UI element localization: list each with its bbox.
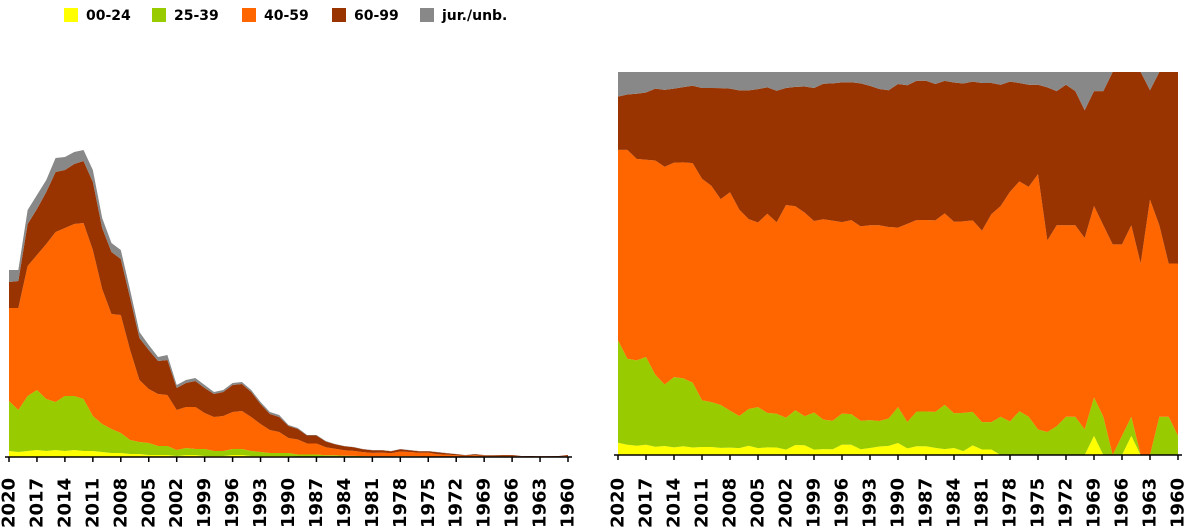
x-tick-label: 1969 (1084, 478, 1105, 528)
x-tick-label: 1960 (1168, 478, 1189, 528)
x-tick-label: 1987 (916, 478, 937, 528)
legend-swatch (332, 8, 346, 22)
x-tick-label: 1984 (334, 478, 355, 528)
x-tick-label: 2017 (26, 478, 47, 528)
legend-label: 60-99 (354, 8, 399, 24)
x-tick-label: 1999 (194, 478, 215, 528)
legend-swatch (242, 8, 256, 22)
area (9, 450, 568, 457)
x-tick-label: 1969 (474, 478, 495, 528)
x-tick-label: 1978 (390, 478, 411, 528)
x-tick-label: 2005 (748, 478, 769, 528)
x-tick-label: 1960 (558, 478, 579, 528)
area (9, 390, 568, 457)
x-tick-label: 1966 (502, 478, 523, 528)
legend-label: jur./unb. (441, 8, 507, 24)
x-tick-label: 1978 (1000, 478, 1021, 528)
area (618, 149, 1178, 455)
x-tick-label: 1966 (1112, 478, 1133, 528)
x-tick-label: 1993 (860, 478, 881, 528)
legend-swatch (64, 8, 78, 22)
x-tick-label: 2014 (54, 478, 75, 528)
x-tick-label: 2011 (82, 478, 103, 528)
x-tick-label: 1981 (362, 478, 383, 528)
x-tick-label: 1963 (530, 478, 551, 528)
x-tick-label: 1993 (250, 478, 271, 528)
area (618, 72, 1178, 264)
x-tick-label: 1972 (446, 478, 467, 528)
legend-label: 00-24 (86, 8, 131, 24)
x-tick-label: 2011 (692, 478, 713, 528)
area (9, 223, 568, 457)
area (9, 161, 568, 457)
area (618, 72, 1178, 111)
x-tick-label: 1975 (1028, 478, 1049, 528)
legend-label: 25-39 (174, 8, 219, 24)
x-tick-label: 1987 (306, 478, 327, 528)
x-tick-label: 2014 (664, 478, 685, 528)
x-tick-label: 2020 (0, 478, 20, 528)
legend-label: 40-59 (264, 8, 309, 24)
x-tick-label: 2020 (608, 478, 629, 528)
area (618, 435, 1178, 455)
x-tick-label: 1999 (804, 478, 825, 528)
x-tick-label: 2002 (166, 478, 187, 528)
x-tick-label: 2005 (138, 478, 159, 528)
x-tick-label: 1996 (832, 478, 853, 528)
legend-swatch (152, 8, 166, 22)
legend-swatch (420, 8, 434, 22)
x-tick-label: 1984 (944, 478, 965, 528)
x-tick-label: 1972 (1056, 478, 1077, 528)
x-tick-label: 2008 (110, 478, 131, 528)
x-tick-label: 1963 (1140, 478, 1161, 528)
x-tick-label: 1990 (278, 478, 299, 528)
x-tick-label: 1990 (888, 478, 909, 528)
x-tick-label: 2008 (720, 478, 741, 528)
x-tick-label: 2002 (776, 478, 797, 528)
x-tick-label: 1996 (222, 478, 243, 528)
x-tick-label: 1975 (418, 478, 439, 528)
area (618, 340, 1178, 455)
x-tick-label: 1981 (972, 478, 993, 528)
x-tick-label: 2017 (636, 478, 657, 528)
